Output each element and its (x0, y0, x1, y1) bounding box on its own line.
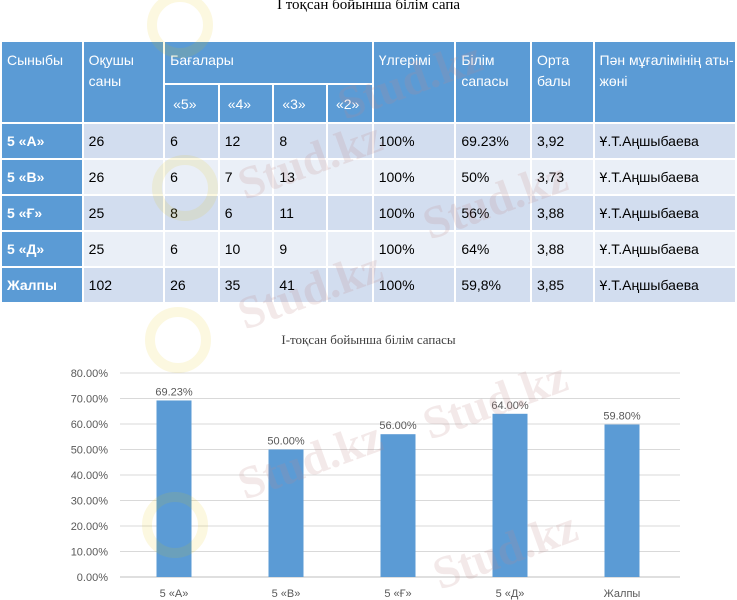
header-quality: Білім сапасы (456, 42, 530, 122)
row-grade-3: 9 (274, 232, 326, 266)
y-tick-label: 0.00% (77, 572, 108, 584)
row-progress: 100% (373, 232, 455, 266)
data-label: 59.80% (603, 411, 641, 423)
header-progress: Үлгерімі (373, 42, 455, 122)
row-grade-3: 41 (274, 268, 326, 302)
row-grade-4: 12 (219, 124, 273, 158)
row-students: 26 (83, 160, 164, 194)
header-students: Оқушы саны (83, 42, 164, 122)
row-average: 3,88 (531, 232, 593, 266)
row-grade-2 (327, 268, 372, 302)
quality-table: Сыныбы Оқушы саны Бағалары Үлгерімі Білі… (0, 40, 737, 304)
row-class: Жалпы (2, 268, 82, 302)
row-students: 25 (83, 196, 164, 230)
x-tick-label: 5 «Д» (496, 588, 525, 600)
header-grade-2: «2» (327, 85, 372, 122)
row-progress: 100% (373, 124, 455, 158)
row-quality: 59,8% (456, 268, 530, 302)
row-progress: 100% (373, 160, 455, 194)
row-teacher: Ұ.Т.Аңшыбаева (594, 196, 735, 230)
x-tick-label: 5 «А» (160, 588, 189, 600)
row-grade-3: 11 (274, 196, 326, 230)
row-grade-5: 26 (165, 268, 218, 302)
row-grade-2 (327, 160, 372, 194)
y-tick-label: 30.00% (71, 496, 109, 508)
row-grade-5: 6 (165, 232, 218, 266)
row-quality: 69.23% (456, 124, 530, 158)
row-class: 5 «В» (2, 160, 82, 194)
row-grade-5: 8 (165, 196, 218, 230)
row-grade-2 (327, 196, 372, 230)
row-students: 25 (83, 232, 164, 266)
table-row-total: Жалпы 102 26 35 41 100% 59,8% 3,85 Ұ.Т.А… (2, 268, 735, 302)
data-label: 50.00% (267, 436, 305, 448)
row-class: 5 «А» (2, 124, 82, 158)
row-grade-5: 6 (165, 124, 218, 158)
bar (268, 449, 304, 577)
row-average: 3,85 (531, 268, 593, 302)
row-average: 3,92 (531, 124, 593, 158)
x-tick-label: Жалпы (604, 588, 641, 600)
chart-title: І-тоқсан бойынша білім сапасы (281, 332, 456, 347)
x-tick-label: 5 «Ғ» (384, 588, 411, 600)
y-tick-label: 70.00% (71, 394, 109, 406)
y-tick-label: 40.00% (71, 470, 109, 482)
table-row: 5 «Д» 25 6 10 9 100% 64% 3,88 Ұ.Т.Аңшыба… (2, 232, 735, 266)
document-title: І тоқсан бойынша білім сапа (276, 0, 461, 13)
header-class: Сыныбы (2, 42, 82, 122)
row-grade-4: 10 (219, 232, 273, 266)
header-grades: Бағалары (165, 42, 372, 83)
row-grade-4: 6 (219, 196, 273, 230)
header-grade-4: «4» (219, 85, 273, 122)
header-grade-5: «5» (165, 85, 218, 122)
row-grade-3: 8 (274, 124, 326, 158)
table-header-row: Сыныбы Оқушы саны Бағалары Үлгерімі Білі… (2, 42, 735, 122)
row-students: 102 (83, 268, 164, 302)
data-label: 56.00% (379, 420, 417, 432)
row-grade-4: 35 (219, 268, 273, 302)
row-quality: 64% (456, 232, 530, 266)
row-quality: 56% (456, 196, 530, 230)
bar (380, 434, 416, 577)
row-grade-4: 7 (219, 160, 273, 194)
x-tick-label: 5 «В» (272, 588, 301, 600)
row-students: 26 (83, 124, 164, 158)
row-grade-3: 13 (274, 160, 326, 194)
data-label: 64.00% (491, 400, 529, 412)
row-progress: 100% (373, 196, 455, 230)
header-grade-3: «3» (274, 85, 326, 122)
y-tick-label: 80.00% (71, 368, 109, 380)
y-tick-label: 10.00% (71, 547, 109, 559)
bar (492, 413, 528, 577)
header-average: Орта балы (531, 42, 593, 122)
y-tick-label: 50.00% (71, 445, 109, 457)
row-grade-2 (327, 124, 372, 158)
table-row: 5 «Ғ» 25 8 6 11 100% 56% 3,88 Ұ.Т.Аңшыба… (2, 196, 735, 230)
table-subheader-row: «5» «4» «3» «2» (2, 85, 735, 122)
row-class: 5 «Ғ» (2, 196, 82, 230)
row-teacher: Ұ.Т.Аңшыбаева (594, 160, 735, 194)
row-teacher: Ұ.Т.Аңшыбаева (594, 232, 735, 266)
bar (156, 400, 192, 577)
row-grade-5: 6 (165, 160, 218, 194)
table-row: 5 «А» 26 6 12 8 100% 69.23% 3,92 Ұ.Т.Аңш… (2, 124, 735, 158)
bar (604, 424, 640, 577)
data-label: 69.23% (155, 386, 193, 398)
row-progress: 100% (373, 268, 455, 302)
row-average: 3,73 (531, 160, 593, 194)
y-tick-label: 20.00% (71, 521, 109, 533)
row-average: 3,88 (531, 196, 593, 230)
row-grade-2 (327, 232, 372, 266)
row-teacher: Ұ.Т.Аңшыбаева (594, 124, 735, 158)
y-tick-label: 60.00% (71, 419, 109, 431)
table-row: 5 «В» 26 6 7 13 100% 50% 3,73 Ұ.Т.Аңшыба… (2, 160, 735, 194)
row-class: 5 «Д» (2, 232, 82, 266)
row-quality: 50% (456, 160, 530, 194)
header-teacher: Пән мұғалімінің аты-жөні (594, 42, 735, 122)
row-teacher: Ұ.Т.Аңшыбаева (594, 268, 735, 302)
